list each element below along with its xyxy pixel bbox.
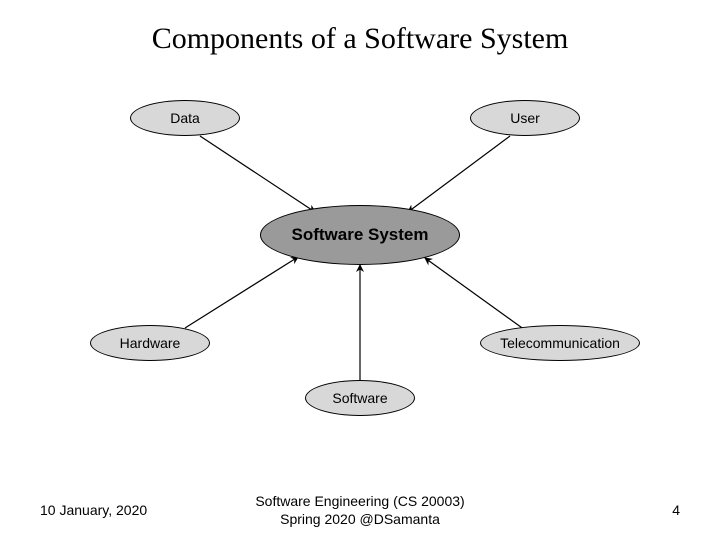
footer-course-line1: Software Engineering (CS 20003)	[255, 493, 464, 509]
node-label: Software System	[292, 225, 429, 245]
edge-user	[408, 136, 510, 212]
node-label: Data	[170, 110, 200, 126]
node-label: Telecommunication	[500, 335, 620, 351]
edge-telecom	[425, 258, 525, 330]
node-software: Software	[305, 380, 415, 416]
node-label: User	[510, 110, 540, 126]
node-label: Hardware	[120, 335, 181, 351]
footer-page-number: 4	[672, 502, 680, 518]
node-software-system: Software System	[260, 205, 460, 265]
footer-course: Software Engineering (CS 20003) Spring 2…	[0, 493, 720, 528]
node-hardware: Hardware	[90, 325, 210, 361]
edge-hardware	[185, 257, 298, 328]
node-label: Software	[332, 390, 387, 406]
diagram-area: Software System Data User Hardware Telecomm…	[70, 100, 650, 430]
footer-course-line2: Spring 2020 @DSamanta	[280, 511, 440, 527]
node-user: User	[470, 100, 580, 136]
page-title: Components of a Software System	[0, 22, 720, 56]
node-data: Data	[130, 100, 240, 136]
edge-data	[200, 136, 315, 212]
node-telecom: Telecommunication	[480, 325, 640, 361]
